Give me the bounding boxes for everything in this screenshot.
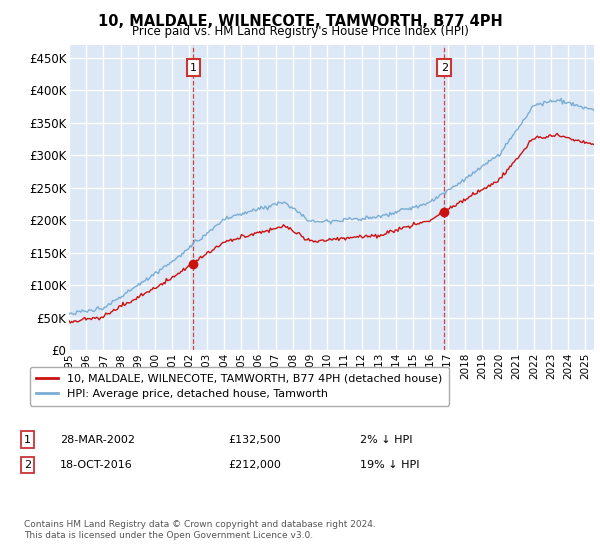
Legend: 10, MALDALE, WILNECOTE, TAMWORTH, B77 4PH (detached house), HPI: Average price, : 10, MALDALE, WILNECOTE, TAMWORTH, B77 4P…: [29, 367, 449, 405]
Text: This data is licensed under the Open Government Licence v3.0.: This data is licensed under the Open Gov…: [24, 531, 313, 540]
Text: 28-MAR-2002: 28-MAR-2002: [60, 435, 135, 445]
Text: Contains HM Land Registry data © Crown copyright and database right 2024.: Contains HM Land Registry data © Crown c…: [24, 520, 376, 529]
Text: 19% ↓ HPI: 19% ↓ HPI: [360, 460, 419, 470]
Text: 2% ↓ HPI: 2% ↓ HPI: [360, 435, 413, 445]
Text: 1: 1: [190, 63, 197, 73]
Text: £212,000: £212,000: [228, 460, 281, 470]
Text: £132,500: £132,500: [228, 435, 281, 445]
Text: 1: 1: [24, 435, 31, 445]
Text: 10, MALDALE, WILNECOTE, TAMWORTH, B77 4PH: 10, MALDALE, WILNECOTE, TAMWORTH, B77 4P…: [98, 14, 502, 29]
Text: 2: 2: [24, 460, 31, 470]
Text: 18-OCT-2016: 18-OCT-2016: [60, 460, 133, 470]
Text: 2: 2: [440, 63, 448, 73]
Text: Price paid vs. HM Land Registry's House Price Index (HPI): Price paid vs. HM Land Registry's House …: [131, 25, 469, 38]
